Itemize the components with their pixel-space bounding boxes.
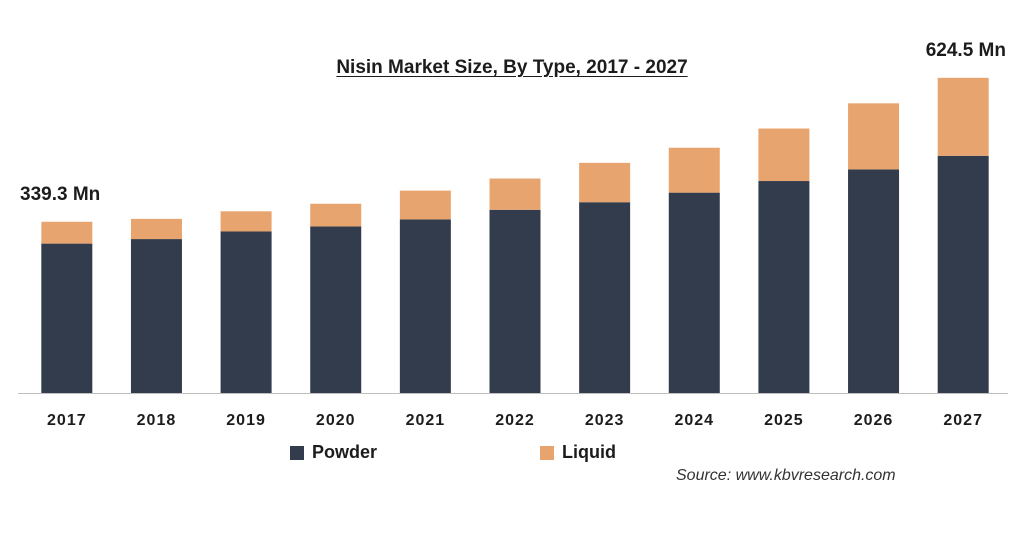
x-tick-label-2021: 2021: [406, 412, 446, 429]
legend-label-liquid: Liquid: [562, 442, 616, 462]
bar-powder-2022: [489, 209, 541, 393]
bar-powder-2023: [579, 202, 631, 393]
x-tick-label-2019: 2019: [226, 412, 266, 429]
bar-liquid-2018: [130, 218, 182, 240]
legend-swatch-powder: [290, 445, 304, 460]
x-tick-label-2025: 2025: [764, 412, 804, 429]
legend-item-powder: Powder: [290, 442, 377, 463]
bar-liquid-2024: [668, 147, 720, 193]
data-label-2027: 624.5 Mn: [926, 40, 1006, 61]
legend-label-powder: Powder: [312, 442, 378, 462]
bar-liquid-2019: [220, 211, 272, 232]
x-tick-label-2017: 2017: [47, 412, 87, 429]
bar-powder-2021: [399, 219, 451, 393]
bar-liquid-2027: [937, 77, 989, 156]
legend-item-liquid: Liquid: [540, 442, 616, 463]
x-tick-label-2018: 2018: [137, 412, 177, 429]
data-label-2017: 339.3 Mn: [20, 184, 100, 205]
bar-powder-2020: [310, 226, 362, 393]
bar-powder-2018: [130, 239, 182, 393]
x-tick-label-2022: 2022: [495, 412, 535, 429]
bar-liquid-2025: [758, 128, 810, 182]
x-tick-label-2024: 2024: [674, 412, 714, 429]
bar-powder-2027: [937, 155, 989, 393]
bar-powder-2025: [758, 181, 810, 393]
bar-powder-2024: [668, 192, 720, 393]
x-tick-label-2020: 2020: [316, 412, 356, 429]
bar-liquid-2022: [489, 178, 541, 210]
bar-liquid-2023: [579, 162, 631, 203]
bar-liquid-2017: [41, 221, 93, 244]
x-tick-label-2026: 2026: [854, 412, 894, 429]
bar-liquid-2020: [310, 203, 362, 227]
x-tick-label-2027: 2027: [943, 412, 983, 429]
chart-title: Nisin Market Size, By Type, 2017 - 2027: [336, 57, 688, 78]
bar-powder-2017: [41, 243, 93, 393]
legend-swatch-liquid: [540, 445, 554, 460]
bar-powder-2026: [848, 169, 900, 393]
source-note: Source: www.kbvresearch.com: [676, 467, 896, 484]
x-tick-label-2023: 2023: [585, 412, 625, 429]
bar-powder-2019: [220, 231, 272, 393]
bar-liquid-2021: [399, 190, 451, 220]
bar-liquid-2026: [848, 103, 900, 170]
